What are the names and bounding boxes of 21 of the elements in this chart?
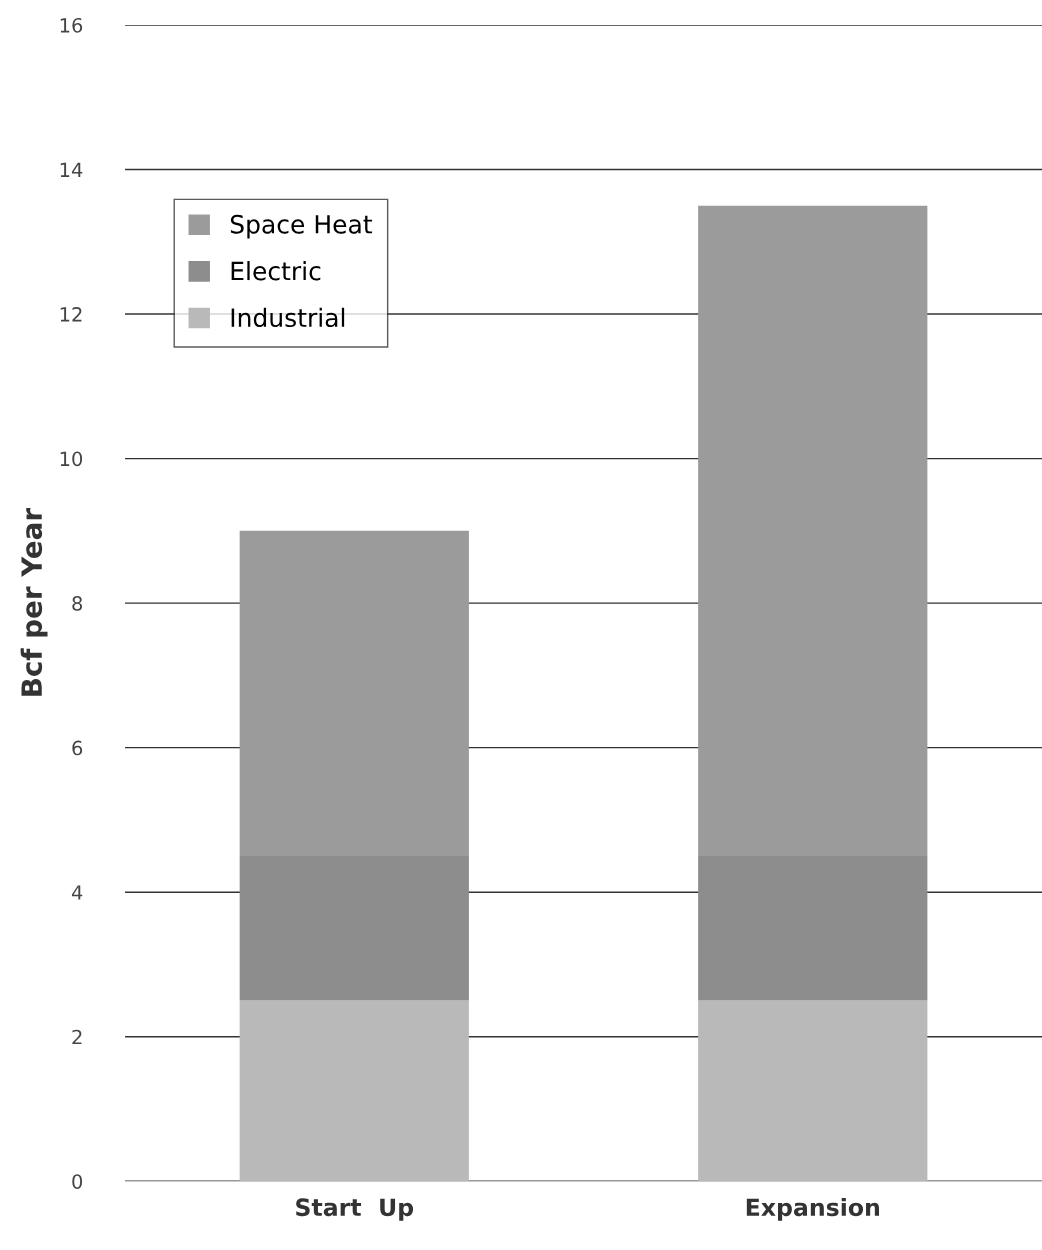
bar [698, 856, 928, 1001]
bar [239, 530, 469, 857]
y-tick-label: 6 [72, 740, 83, 756]
bar [239, 1000, 469, 1182]
bar [698, 205, 928, 857]
legend-label: Space Heat [230, 214, 373, 239]
y-tick-label: 4 [71, 885, 83, 900]
bar [698, 1000, 928, 1182]
y-tick-label: 12 [60, 307, 82, 322]
y-axis-title: Bcf per Year [20, 508, 48, 696]
y-tick-label: 2 [72, 1029, 82, 1045]
y-tick-label: 16 [60, 17, 83, 33]
legend-label: Electric [231, 261, 321, 281]
y-tick-label: 14 [60, 162, 83, 177]
y-tick-label: 0 [72, 1174, 83, 1189]
y-tick-label: 8 [72, 596, 83, 611]
y-tick-label: 10 [60, 451, 83, 467]
x-tick-label: Start Up [296, 1198, 414, 1221]
bar [239, 856, 469, 1001]
legend-label: Industrial [231, 307, 345, 328]
x-tick-label: Expansion [746, 1197, 879, 1221]
